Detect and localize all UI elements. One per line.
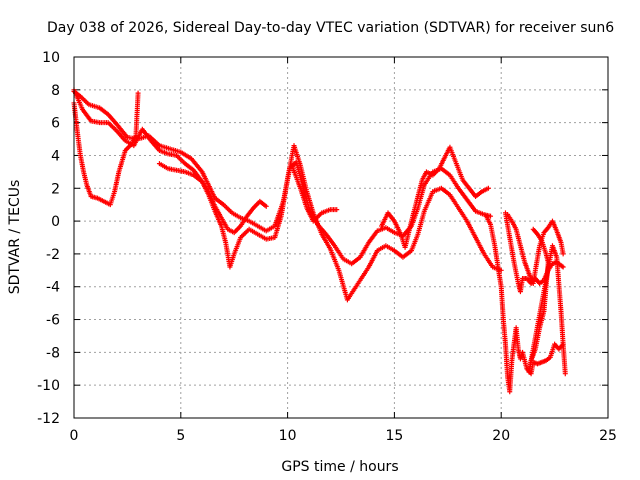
data-point xyxy=(560,251,566,257)
series-track-10 xyxy=(526,226,568,377)
axis-ticks: 0 5 10 15 20 25 -12 -10 -8 -6 -4 -2 0 2 4 6 8 10 xyxy=(37,50,617,444)
y-tick-label: 4 xyxy=(51,148,60,164)
y-tick-label: 6 xyxy=(51,116,60,132)
data-point xyxy=(560,264,566,270)
series-track-1 xyxy=(71,88,494,267)
y-tick-label: -12 xyxy=(37,411,60,427)
data-point xyxy=(485,185,491,191)
series-track-4 xyxy=(156,143,504,303)
data-point xyxy=(562,371,568,377)
data-point xyxy=(488,213,494,219)
y-tick-label: 10 xyxy=(42,50,60,66)
plot-frame xyxy=(73,56,609,419)
series-track-3 xyxy=(71,87,269,236)
y-tick-label: -6 xyxy=(46,313,60,329)
chart-title: Day 038 of 2026, Sidereal Day-to-day VTE… xyxy=(47,20,614,36)
series-track-7 xyxy=(483,213,566,395)
x-tick-label: 0 xyxy=(70,428,79,444)
y-tick-label: -4 xyxy=(46,280,60,296)
data-point xyxy=(334,207,340,213)
data-point xyxy=(135,90,141,96)
x-tick-label: 10 xyxy=(279,428,297,444)
series-track-6 xyxy=(379,144,491,250)
data-points xyxy=(71,87,568,395)
x-tick-label: 5 xyxy=(176,428,185,444)
x-axis-label: GPS time / hours xyxy=(281,459,398,475)
y-tick-label: -2 xyxy=(46,247,60,263)
y-tick-label: -8 xyxy=(46,345,60,361)
data-point xyxy=(263,203,269,209)
series-track-5 xyxy=(289,162,340,224)
y-tick-label: -10 xyxy=(37,378,60,394)
y-tick-label: 0 xyxy=(51,214,60,230)
y-tick-label: 2 xyxy=(51,181,60,197)
y-axis-label: SDTVAR / TECUs xyxy=(7,180,23,295)
x-tick-label: 25 xyxy=(599,428,617,444)
series-track-9 xyxy=(505,212,566,286)
x-tick-label: 20 xyxy=(492,428,510,444)
y-tick-label: 8 xyxy=(51,83,60,99)
x-tick-label: 15 xyxy=(385,428,403,444)
